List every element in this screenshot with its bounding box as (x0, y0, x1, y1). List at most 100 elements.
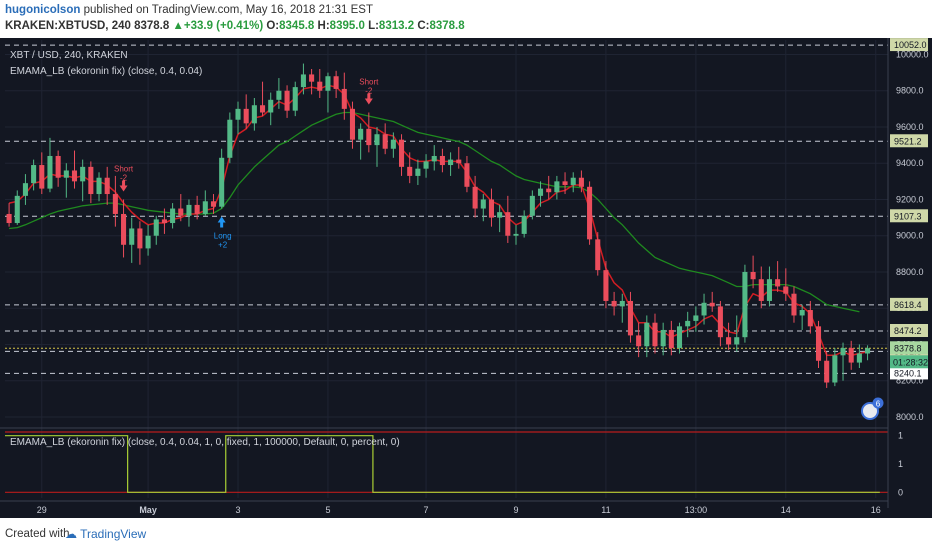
price-level-badge: 9521.2 (890, 134, 928, 148)
legend-symbol[interactable]: XBT / USD, 240, KRAKEN (10, 50, 128, 61)
price-level-badge-bg (890, 134, 928, 148)
candle (848, 340, 854, 370)
candle (456, 146, 462, 169)
candle (636, 322, 642, 358)
low-value: 8313.2 (378, 20, 415, 32)
mama-series (8, 84, 868, 357)
candle-body (235, 108, 241, 120)
candle (505, 195, 511, 243)
candle (251, 97, 257, 131)
flag-count-circle (872, 397, 884, 409)
legend-strategy[interactable]: EMAMA_LB (ekoronin fix) (close, 0.4, 0.0… (10, 437, 400, 448)
y-tick-label-strategy: 0 (898, 487, 903, 497)
candle-body (349, 108, 356, 140)
y-tick-label: 9000.0 (896, 231, 924, 241)
last-price: 8378.8 (134, 20, 170, 32)
x-tick-label: 13:00 (685, 505, 708, 515)
candle-body (31, 165, 37, 184)
candle-body (603, 270, 609, 301)
candle (815, 320, 822, 369)
grid (0, 40, 888, 498)
candle (112, 175, 118, 227)
close-label: C: (417, 20, 430, 32)
candle-body (497, 212, 503, 218)
candle (260, 81, 266, 117)
candle-body (374, 134, 380, 146)
candle-body (227, 119, 233, 158)
arrow-down-icon (364, 93, 373, 105)
y-tick-label: 9600.0 (896, 122, 924, 132)
candle (63, 163, 69, 198)
candle-body (382, 134, 388, 149)
candle (554, 175, 560, 200)
candle (840, 342, 846, 381)
candle (488, 188, 495, 227)
candle (685, 311, 691, 338)
price-level-badge: 8240.1 (890, 366, 928, 380)
footer: Created with ☁ TradingView (0, 518, 932, 550)
candle (178, 194, 184, 222)
candle-body (194, 204, 200, 214)
candle-body (865, 348, 871, 354)
candle-body (145, 235, 151, 249)
author-link[interactable]: hugonicolson (5, 4, 81, 16)
candle (104, 166, 110, 205)
candle-body (815, 326, 822, 361)
flag-badge[interactable]: 6 (861, 397, 884, 420)
price-level-badge: 8474.2 (890, 324, 928, 338)
candle-body (431, 155, 437, 162)
candle-body (55, 155, 61, 178)
candle-body (627, 300, 633, 336)
signal-label: Short (114, 164, 134, 173)
candle-body (39, 165, 45, 189)
candle-body (456, 159, 462, 164)
candle (6, 203, 12, 227)
candle (47, 137, 53, 193)
candle-body (611, 300, 617, 307)
candle-body (676, 326, 683, 349)
candle-body (260, 105, 266, 113)
legend-indicator[interactable]: EMAMA_LB (ekoronin fix) (close, 0.4, 0.0… (10, 66, 202, 77)
countdown-badge: 01:28:32 (890, 355, 928, 369)
flag-count: 6 (876, 400, 881, 409)
price-level-badge-bg (890, 297, 928, 311)
y-tick-label-strategy: 1 (898, 431, 903, 441)
y-tick-label: 8800.0 (896, 267, 924, 277)
candle-body (153, 219, 159, 236)
candle-body (570, 177, 576, 185)
candle (55, 150, 61, 187)
candle-body (505, 212, 511, 236)
candle-body (96, 177, 102, 195)
last-price-badge-bg (890, 341, 928, 355)
x-tick-label: 11 (601, 505, 610, 515)
y-tick-label-strategy: 1 (898, 459, 903, 469)
price-axis[interactable]: 8000.08200.08400.08600.08800.09000.09200… (887, 38, 929, 508)
candle-body (358, 128, 364, 140)
candle-body (521, 215, 527, 234)
price-level-badge-bg (890, 324, 928, 338)
candle-body (562, 181, 568, 185)
symbol-line: KRAKEN:XBTUSD, 240 8378.8 ▲+33.9 (+0.41%… (5, 20, 465, 32)
x-tick-label: 16 (871, 505, 881, 515)
x-tick-label: 3 (236, 505, 241, 515)
candle (382, 123, 388, 155)
candle (276, 78, 282, 109)
open-value: 8345.8 (279, 20, 315, 32)
candle-body (121, 213, 127, 245)
candle-body (766, 279, 772, 301)
candle (750, 255, 756, 289)
candle (701, 293, 707, 325)
candle-body (448, 159, 454, 166)
tradingview-logo[interactable]: ☁ TradingView (65, 527, 146, 541)
candle-body (529, 195, 535, 216)
candle-body (726, 337, 732, 345)
candle (513, 224, 519, 245)
cloud-icon: ☁ (65, 527, 77, 541)
price-level-badge-text: 9107.3 (894, 211, 922, 221)
candle-body (178, 208, 184, 216)
candle-body (333, 76, 339, 89)
candle-body (856, 353, 862, 363)
